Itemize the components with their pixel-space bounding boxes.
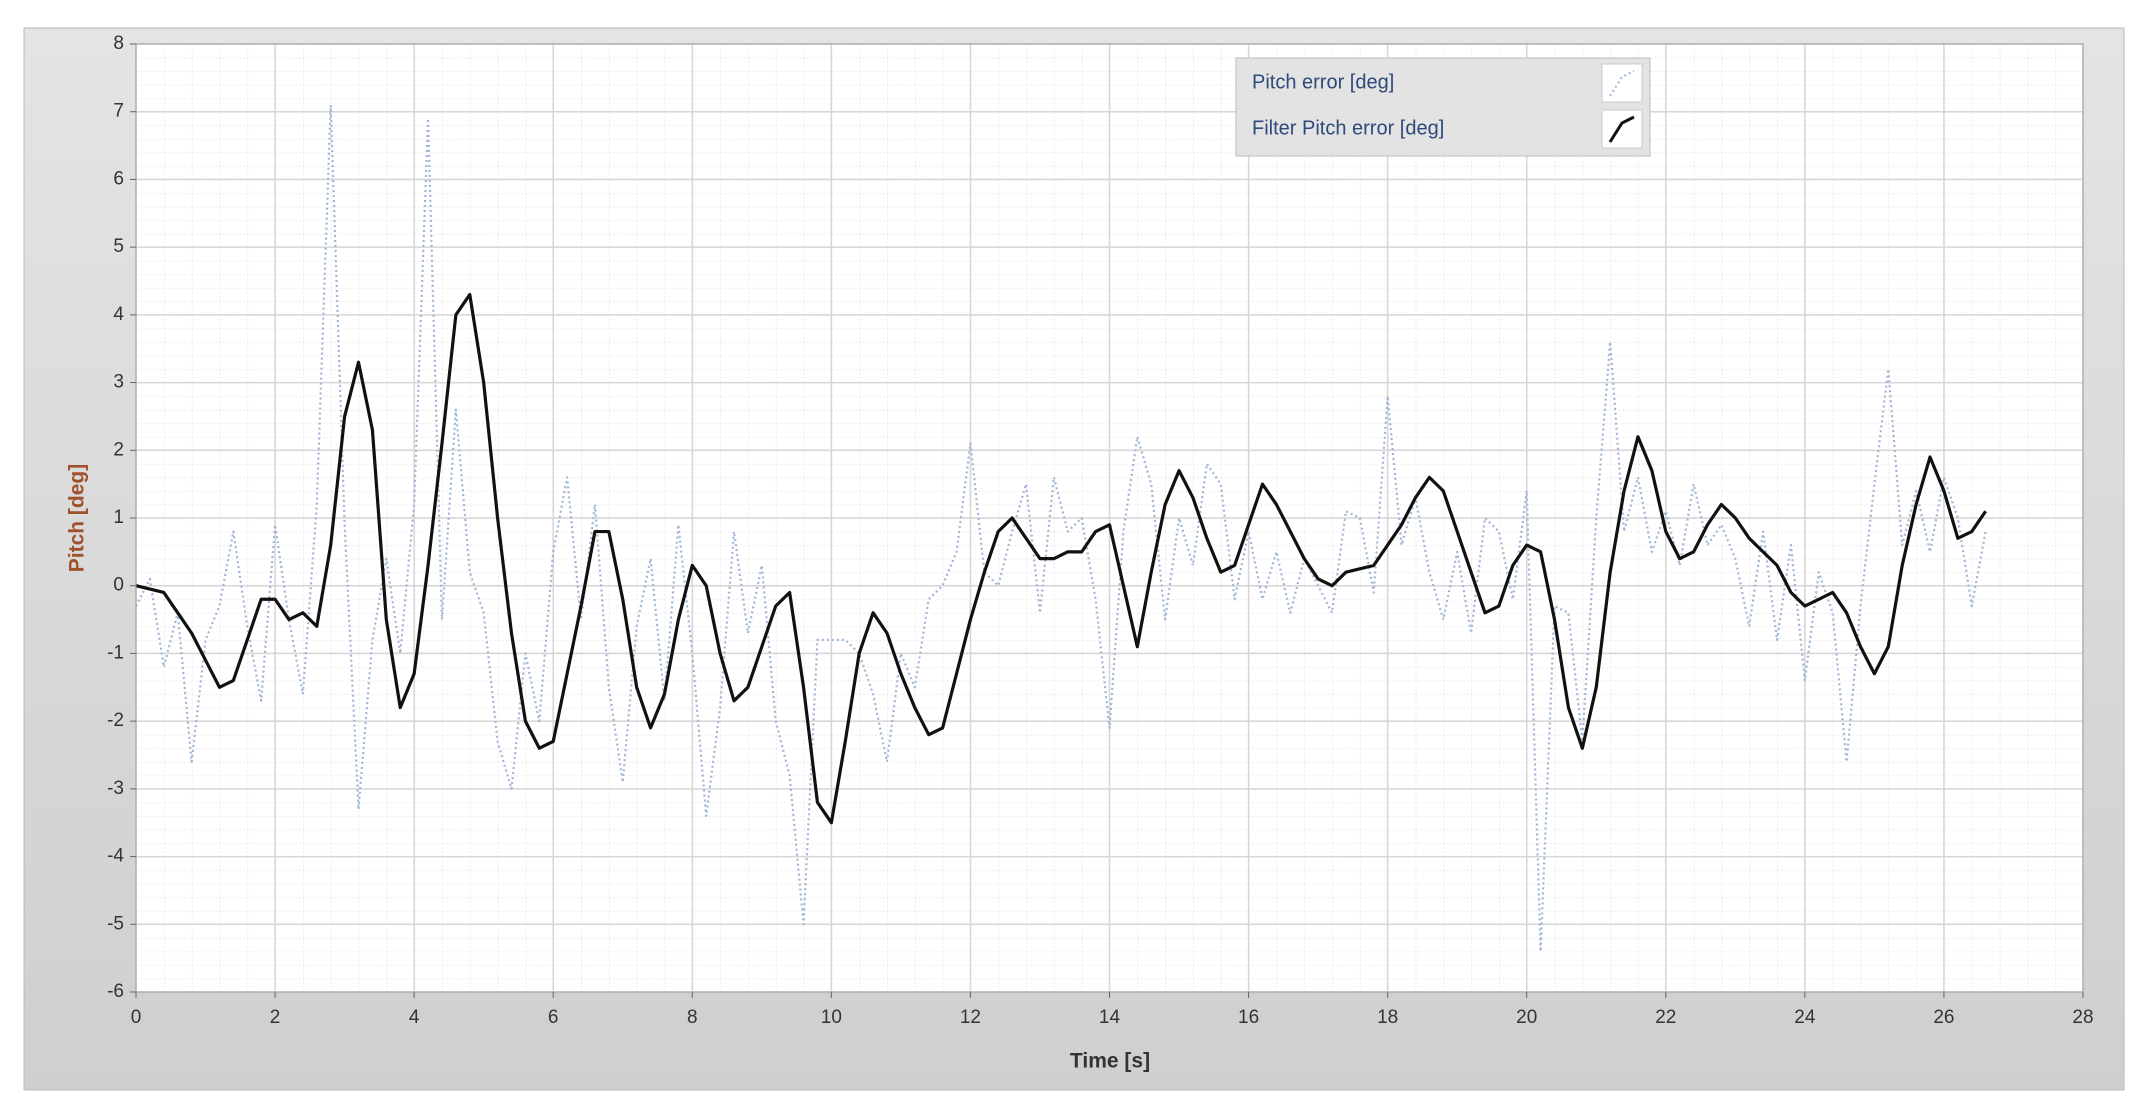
x-tick-label: 10 xyxy=(821,1007,842,1028)
y-tick-label: -2 xyxy=(107,710,124,731)
x-tick-label: 22 xyxy=(1655,1007,1676,1028)
x-tick-label: 2 xyxy=(270,1007,281,1028)
x-tick-label: 8 xyxy=(687,1007,698,1028)
x-axis-label: Time [s] xyxy=(1070,1050,1150,1073)
x-tick-label: 20 xyxy=(1516,1007,1537,1028)
y-tick-label: 5 xyxy=(113,236,124,257)
y-tick-label: 3 xyxy=(113,372,124,393)
x-tick-label: 28 xyxy=(2072,1007,2093,1028)
series-line xyxy=(135,292,1987,825)
legend-swatch-box xyxy=(1601,63,1643,103)
x-tick-label: 12 xyxy=(960,1007,981,1028)
x-tick-label: 26 xyxy=(1933,1007,1954,1028)
y-tick-label: 8 xyxy=(113,33,124,54)
y-tick-label: 7 xyxy=(113,101,124,122)
x-tick-label: 0 xyxy=(131,1007,142,1028)
y-tick-label: -5 xyxy=(107,913,124,934)
legend-icon xyxy=(1609,70,1635,97)
legend: Pitch error [deg] Filter Pitch error [deg… xyxy=(1235,57,1651,157)
x-tick-label: 14 xyxy=(1099,1007,1121,1028)
y-tick-label: -4 xyxy=(107,846,124,867)
legend-box xyxy=(1235,57,1651,157)
x-tick-label: 6 xyxy=(548,1007,559,1028)
y-tick-label: -3 xyxy=(107,778,124,799)
y-tick-label: -1 xyxy=(107,642,124,663)
y-tick-label: 4 xyxy=(113,304,124,325)
x-tick-label: 18 xyxy=(1377,1007,1398,1028)
legend-swatch-box xyxy=(1601,109,1643,149)
legend-icon xyxy=(1608,115,1635,143)
ticks: 0 2 4 6 8 10 12 14 16 18 20 22 24 26 28-6-5-4-3-2-1012… xyxy=(107,33,2093,1028)
x-tick-label: 24 xyxy=(1794,1007,1816,1028)
x-tick-label: 16 xyxy=(1238,1007,1259,1028)
y-tick-label: 2 xyxy=(113,439,124,460)
y-axis-label: Pitch [deg] xyxy=(66,464,89,573)
x-tick-label: 4 xyxy=(409,1007,420,1028)
y-tick-label: -6 xyxy=(107,981,124,1002)
y-tick-label: 0 xyxy=(113,575,124,596)
y-tick-label: 6 xyxy=(113,168,124,189)
legend-label: Filter Pitch error [deg] xyxy=(1252,117,1444,139)
y-tick-label: 1 xyxy=(113,507,124,528)
legend-label: Pitch error [deg] xyxy=(1252,71,1394,93)
plot xyxy=(135,103,1987,953)
